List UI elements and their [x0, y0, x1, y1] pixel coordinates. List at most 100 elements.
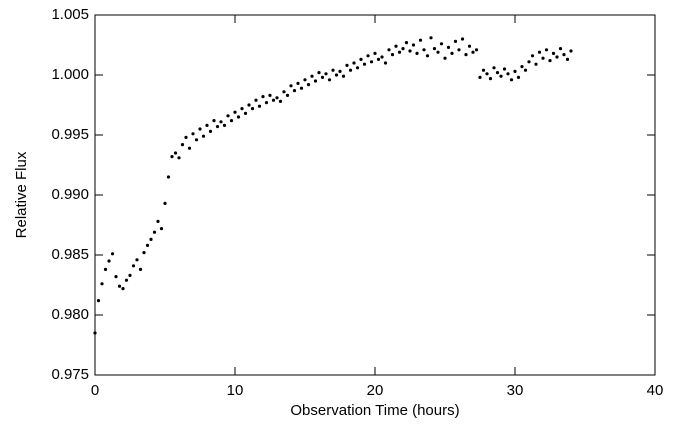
- data-point: [362, 62, 367, 66]
- data-point: [152, 230, 157, 234]
- data-point: [170, 155, 174, 159]
- y-tick-label: 0.990: [51, 186, 89, 203]
- data-point: [352, 61, 356, 65]
- data-point: [397, 50, 402, 54]
- data-point: [369, 60, 374, 64]
- y-tick-label: 1.005: [51, 6, 89, 23]
- data-point: [446, 45, 451, 50]
- data-point: [485, 72, 489, 76]
- data-point: [460, 37, 465, 41]
- data-point: [121, 287, 125, 291]
- data-point: [117, 284, 122, 288]
- data-point: [264, 101, 269, 105]
- data-point: [513, 69, 517, 73]
- data-point: [429, 36, 433, 40]
- data-point: [107, 259, 111, 263]
- x-tick-label: 10: [227, 382, 244, 399]
- data-point: [506, 72, 510, 76]
- data-point: [278, 99, 283, 103]
- data-point: [380, 55, 384, 59]
- data-point: [520, 65, 524, 69]
- data-point: [128, 273, 132, 277]
- data-point: [551, 51, 556, 56]
- data-point: [219, 120, 223, 124]
- data-point: [296, 81, 300, 85]
- data-point: [509, 78, 514, 82]
- data-point: [261, 95, 265, 99]
- data-point: [383, 61, 388, 65]
- data-point: [415, 51, 419, 56]
- data-point: [387, 48, 391, 52]
- data-point: [418, 38, 423, 42]
- data-point: [110, 252, 115, 256]
- data-point: [324, 72, 328, 76]
- data-point: [306, 83, 311, 87]
- data-point: [114, 275, 118, 279]
- data-point: [191, 132, 195, 136]
- data-point: [439, 42, 444, 46]
- data-point: [408, 49, 412, 53]
- data-point: [124, 278, 129, 282]
- data-point: [226, 114, 230, 118]
- data-point: [142, 251, 146, 255]
- data-point: [317, 71, 321, 75]
- x-axis-label: Observation Time (hours): [290, 402, 459, 419]
- plot-frame: [94, 14, 656, 376]
- data-point: [208, 129, 213, 133]
- data-point: [194, 138, 199, 142]
- data-point: [145, 243, 150, 247]
- data-point: [404, 41, 409, 45]
- y-tick-label: 0.980: [51, 306, 89, 323]
- data-point: [240, 107, 244, 111]
- data-point: [292, 89, 297, 93]
- data-point: [187, 146, 192, 150]
- data-point: [464, 53, 468, 57]
- data-point: [310, 74, 314, 78]
- data-point: [215, 125, 220, 129]
- data-point: [502, 67, 507, 71]
- data-point: [516, 75, 521, 79]
- data-point: [373, 51, 377, 56]
- data-point: [212, 119, 216, 123]
- data-point: [558, 47, 563, 51]
- data-point: [345, 63, 349, 67]
- data-point: [243, 111, 248, 115]
- data-point: [271, 98, 276, 102]
- data-point: [201, 134, 206, 138]
- data-point: [534, 62, 538, 66]
- data-point: [443, 56, 447, 60]
- data-point: [138, 267, 143, 271]
- data-point: [180, 143, 185, 147]
- data-point: [450, 51, 454, 56]
- y-tick-label: 1.000: [51, 66, 89, 83]
- y-axis-label: Relative Flux: [13, 151, 30, 238]
- data-point: [422, 48, 426, 52]
- data-point: [530, 54, 535, 58]
- data-point: [96, 299, 101, 303]
- data-point: [93, 331, 97, 335]
- data-point: [467, 44, 472, 48]
- data-point: [478, 75, 482, 79]
- data-point: [355, 66, 360, 70]
- data-point: [282, 90, 286, 94]
- data-point: [289, 84, 293, 88]
- data-point: [394, 44, 398, 48]
- data-point: [401, 47, 405, 51]
- data-point: [565, 57, 570, 62]
- data-point: [250, 107, 255, 111]
- y-tick-label: 0.995: [51, 126, 89, 143]
- data-point: [499, 74, 503, 78]
- data-point: [359, 57, 363, 62]
- data-point: [222, 123, 227, 127]
- data-point: [338, 69, 342, 73]
- data-point: [366, 54, 370, 58]
- data-point: [562, 53, 566, 57]
- data-point: [313, 79, 318, 83]
- data-point: [257, 104, 262, 108]
- x-tick-label: 20: [367, 382, 384, 399]
- data-point: [411, 43, 416, 47]
- data-point: [156, 219, 160, 223]
- data-point: [100, 282, 104, 286]
- data-point: [453, 39, 458, 44]
- data-point: [285, 93, 290, 97]
